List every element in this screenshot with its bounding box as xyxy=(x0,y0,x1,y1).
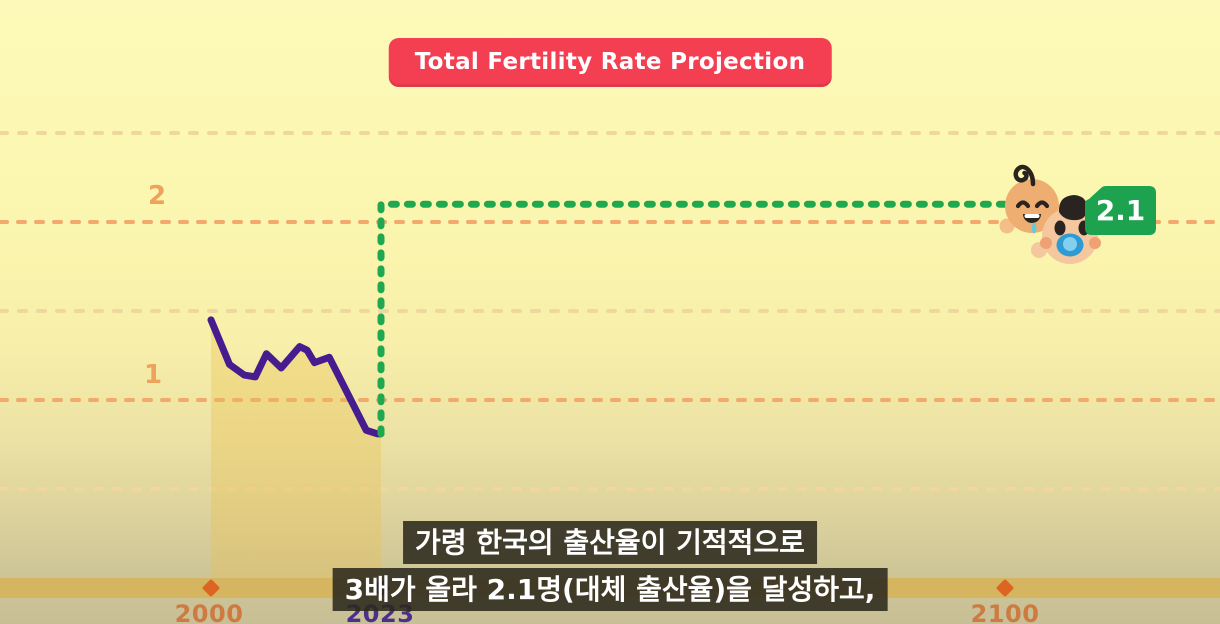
babies-illustration: 2.1 xyxy=(999,164,1156,264)
replacement-rate-tag: 2.1 xyxy=(1085,186,1156,235)
y-axis-tick-label-2: 2 xyxy=(147,181,167,211)
chart-title: Total Fertility Rate Projection xyxy=(414,49,806,75)
x-tick-marker-2000 xyxy=(202,579,220,597)
subtitle-line-1: 가령 한국의 출산율이 기적적으로 xyxy=(403,521,817,564)
baby-face-curl-drool-icon xyxy=(999,164,1059,234)
historical-fertility-rate-line xyxy=(207,316,385,438)
historical-area-fill xyxy=(211,319,381,578)
x-axis-tick-label-2000: 2000 xyxy=(174,600,244,624)
replacement-rate-value: 2.1 xyxy=(1096,194,1146,227)
projection-to-replacement-rate-line xyxy=(377,200,1009,438)
chart-title-banner: Total Fertility Rate Projection xyxy=(388,38,832,87)
x-axis-tick-label-2100: 2100 xyxy=(970,600,1040,624)
baby-face-pacifier-icon xyxy=(1031,195,1101,264)
y-axis-tick-label-1: 1 xyxy=(143,360,163,390)
x-tick-marker-2100 xyxy=(996,579,1014,597)
subtitle-line-2: 3배가 올라 2.1명(대체 출산율)을 달성하고, xyxy=(332,568,888,611)
